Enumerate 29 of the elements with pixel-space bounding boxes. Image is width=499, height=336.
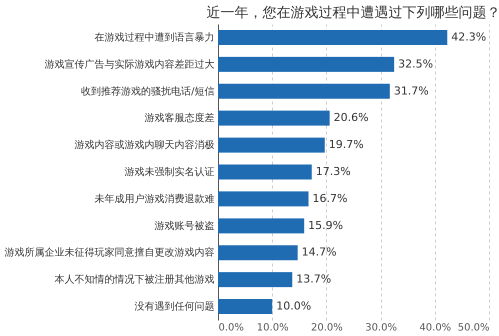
y-tick-label: 游戏账号被盗 <box>154 220 214 232</box>
y-tick-label: 游戏未强制实名认证 <box>124 166 214 178</box>
x-tick-label: 10.0% <box>256 322 289 334</box>
y-tick-label: 游戏所属企业未征得玩家同意擅自更改游戏内容 <box>4 246 214 259</box>
data-label: 17.3% <box>316 165 351 178</box>
data-label: 42.3% <box>451 30 486 44</box>
data-label: 13.7% <box>296 272 332 286</box>
y-tick-label: 收到推荐游戏的骚扰电话/短信 <box>81 85 214 98</box>
y-tick-label: 在游戏过程中遭到语言暴力 <box>94 31 214 44</box>
x-tick-label: 30.0% <box>365 322 397 334</box>
data-label: 10.0% <box>276 300 312 313</box>
x-tick-label: 0.0% <box>218 322 244 334</box>
data-label: 31.7% <box>394 84 429 98</box>
data-label: 32.5% <box>398 57 434 70</box>
data-label: 16.7% <box>312 192 348 205</box>
x-tick-label: 20.0% <box>311 322 343 334</box>
data-label: 14.7% <box>302 246 337 259</box>
y-tick-label: 游戏客服态度差 <box>144 112 214 124</box>
y-tick-label: 游戏宣传广告与实际游戏内容差距过大 <box>44 58 214 70</box>
chart-title: 近一年，您在游戏过程中遭遇过下列哪些问题？ <box>206 5 499 21</box>
data-label: 20.6% <box>334 111 369 124</box>
y-tick-label: 游戏内容或游戏内聊天内容消极 <box>74 139 214 152</box>
y-tick-label: 未年成用户游戏消费退款难 <box>94 192 214 205</box>
x-tick-label: 50.0% <box>458 322 490 334</box>
x-tick-label: 40.0% <box>419 322 452 334</box>
y-tick-label: 没有遇到任何问题 <box>134 300 214 313</box>
data-label: 19.7% <box>328 138 364 152</box>
data-label: 15.9% <box>308 218 344 232</box>
y-tick-label: 本人不知情的情况下被注册其他游戏 <box>54 274 214 286</box>
